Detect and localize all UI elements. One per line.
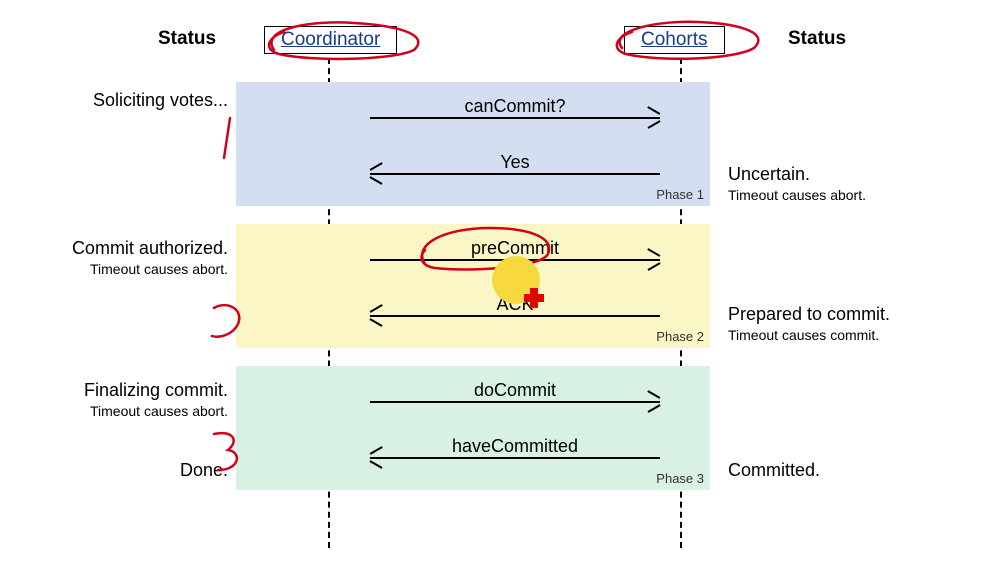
message-label: Yes (370, 152, 660, 173)
message-docommit: doCommit (370, 380, 660, 403)
cohorts-header: Cohorts (624, 26, 725, 54)
status-right: Uncertain.Timeout causes abort. (728, 164, 978, 203)
arrow-right-icon (370, 117, 660, 119)
message-label: doCommit (370, 380, 660, 401)
arrow-left-icon (370, 315, 660, 317)
message-cancommit: canCommit? (370, 96, 660, 119)
header-row: Status Coordinator Cohorts Status (0, 26, 1002, 58)
arrow-right-icon (370, 401, 660, 403)
status-right: Committed. (728, 460, 978, 481)
status-left-header: Status (158, 28, 216, 50)
message-havecommitted: haveCommitted (370, 436, 660, 459)
arrow-left-icon (370, 173, 660, 175)
arrow-left-icon (370, 457, 660, 459)
coordinator-header: Coordinator (264, 26, 397, 54)
status-left-done: Done. (38, 460, 228, 481)
status-left: Finalizing commit.Timeout causes abort. (38, 380, 228, 419)
phase-tag: Phase 1 (656, 187, 704, 202)
status-left: Soliciting votes... (38, 90, 228, 111)
status-right: Prepared to commit.Timeout causes commit… (728, 304, 978, 343)
message-yes: Yes (370, 152, 660, 175)
status-right-header: Status (788, 28, 846, 50)
message-label: canCommit? (370, 96, 660, 117)
cursor-cross-icon (524, 288, 544, 308)
phase-tag: Phase 3 (656, 471, 704, 486)
phase-tag: Phase 2 (656, 329, 704, 344)
message-label: haveCommitted (370, 436, 660, 457)
status-left: Commit authorized.Timeout causes abort. (38, 238, 228, 277)
